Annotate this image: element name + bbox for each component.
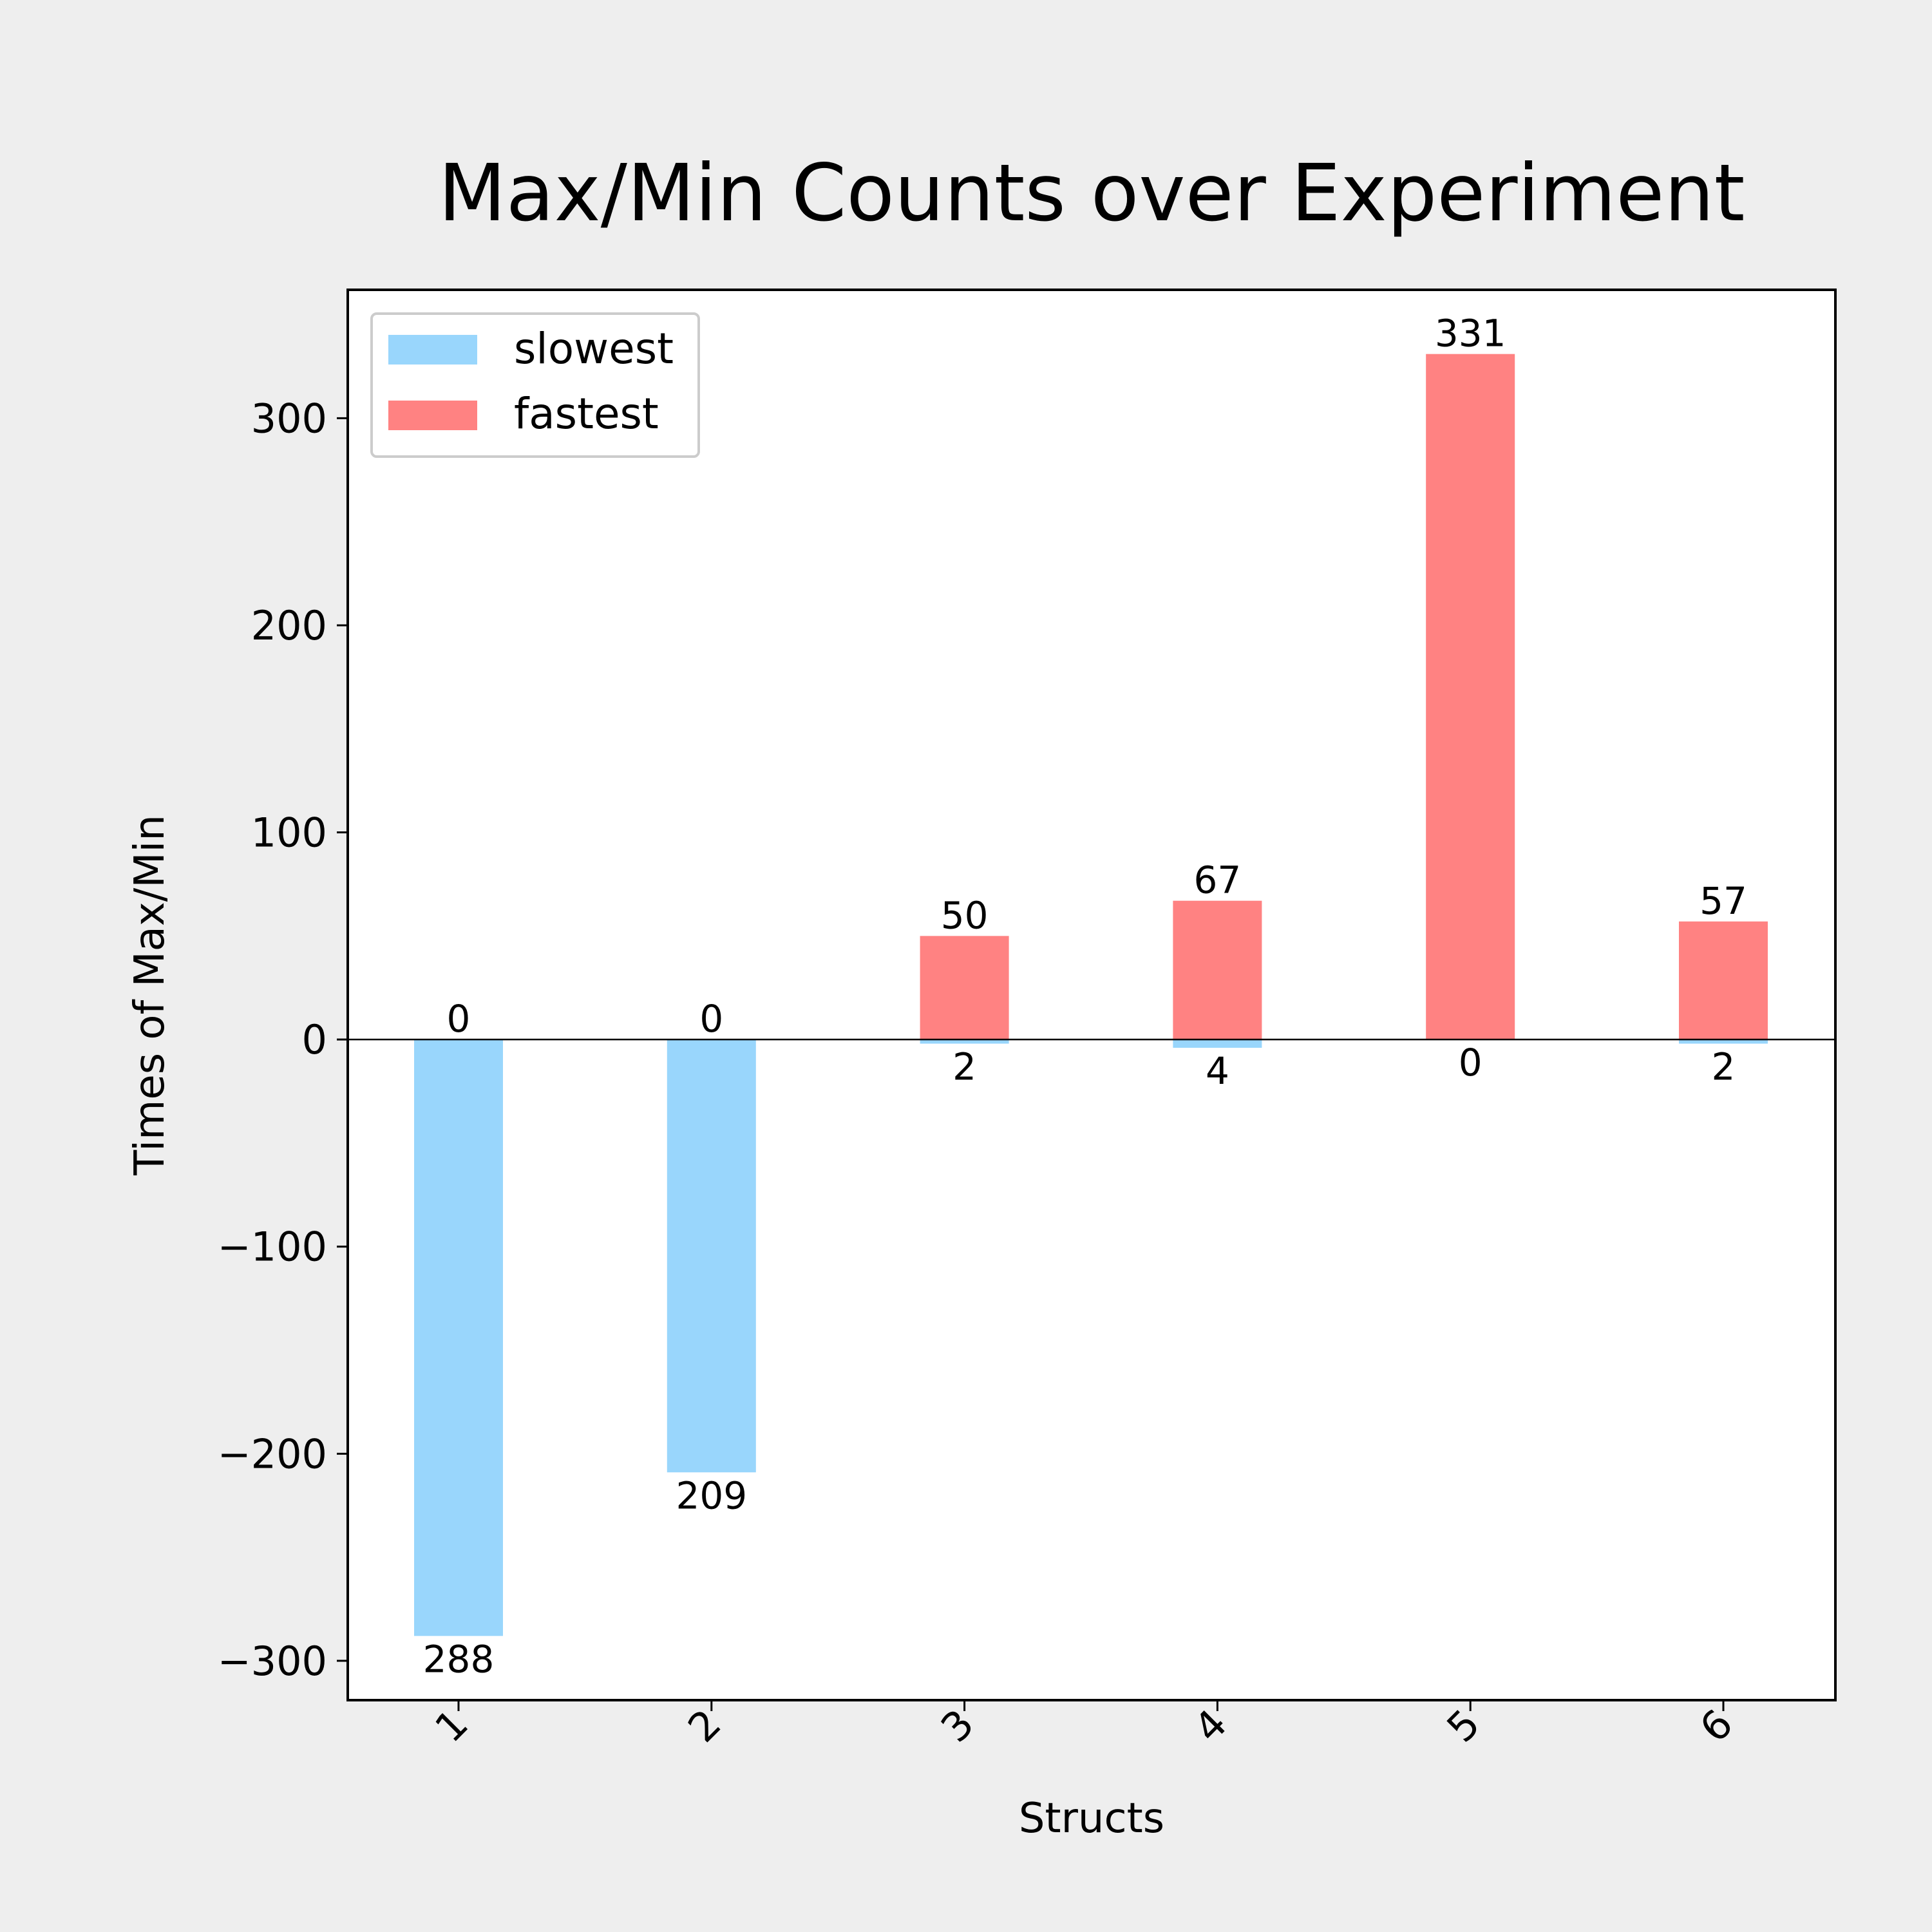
bar-fastest-3 (920, 936, 1009, 1040)
data-label-slowest-3: 2 (952, 1045, 976, 1089)
bar-slowest-6 (1679, 1039, 1768, 1044)
data-label-fastest-2: 0 (699, 997, 723, 1041)
data-label-slowest-6: 2 (1712, 1045, 1736, 1089)
data-label-slowest-5: 0 (1459, 1041, 1482, 1084)
bar-slowest-4 (1173, 1039, 1262, 1048)
plot-frame (346, 289, 1837, 1701)
data-label-fastest-6: 57 (1700, 879, 1747, 923)
y-tick-label: −300 (218, 1638, 327, 1685)
x-axis-label: Structs (1019, 1795, 1164, 1842)
legend-swatch-fastest (388, 401, 477, 430)
legend-label-fastest: fastest (514, 389, 659, 439)
data-label-fastest-5: 331 (1435, 312, 1506, 355)
bars-group (414, 354, 1768, 1636)
data-label-fastest-3: 50 (941, 893, 989, 937)
y-axis-label: Times of Max/Min (126, 815, 174, 1176)
bar-fastest-6 (1679, 921, 1768, 1040)
data-label-slowest-4: 4 (1206, 1049, 1229, 1093)
bar-fastest-4 (1173, 900, 1262, 1040)
data-labels-group: 288 209 2 4 0 2 0 0 50 67 331 57 (423, 312, 1747, 1681)
legend-label-slowest: slowest (514, 324, 674, 374)
y-axis-ticks: −300 −200 −100 0 100 200 300 (218, 395, 348, 1685)
legend-swatch-slowest (388, 335, 477, 365)
y-tick-label: −200 (218, 1430, 327, 1477)
data-label-slowest-2: 209 (676, 1473, 747, 1517)
plot-area (348, 290, 1835, 1700)
chart-title: Max/Min Counts over Experiment (439, 147, 1745, 239)
data-label-fastest-1: 0 (447, 997, 471, 1041)
y-tick-label: 0 (302, 1016, 327, 1063)
data-label-fastest-4: 67 (1193, 858, 1241, 902)
bar-slowest-2 (667, 1039, 756, 1473)
data-label-slowest-1: 288 (423, 1637, 495, 1681)
bar-slowest-1 (414, 1039, 503, 1636)
bar-fastest-5 (1426, 354, 1515, 1040)
legend: slowest fastest (370, 312, 700, 458)
y-tick-label: 200 (251, 602, 327, 649)
bar-slowest-3 (920, 1039, 1009, 1044)
y-tick-label: 100 (251, 810, 327, 857)
y-tick-label: −100 (218, 1224, 327, 1271)
y-tick-label: 300 (251, 395, 327, 442)
